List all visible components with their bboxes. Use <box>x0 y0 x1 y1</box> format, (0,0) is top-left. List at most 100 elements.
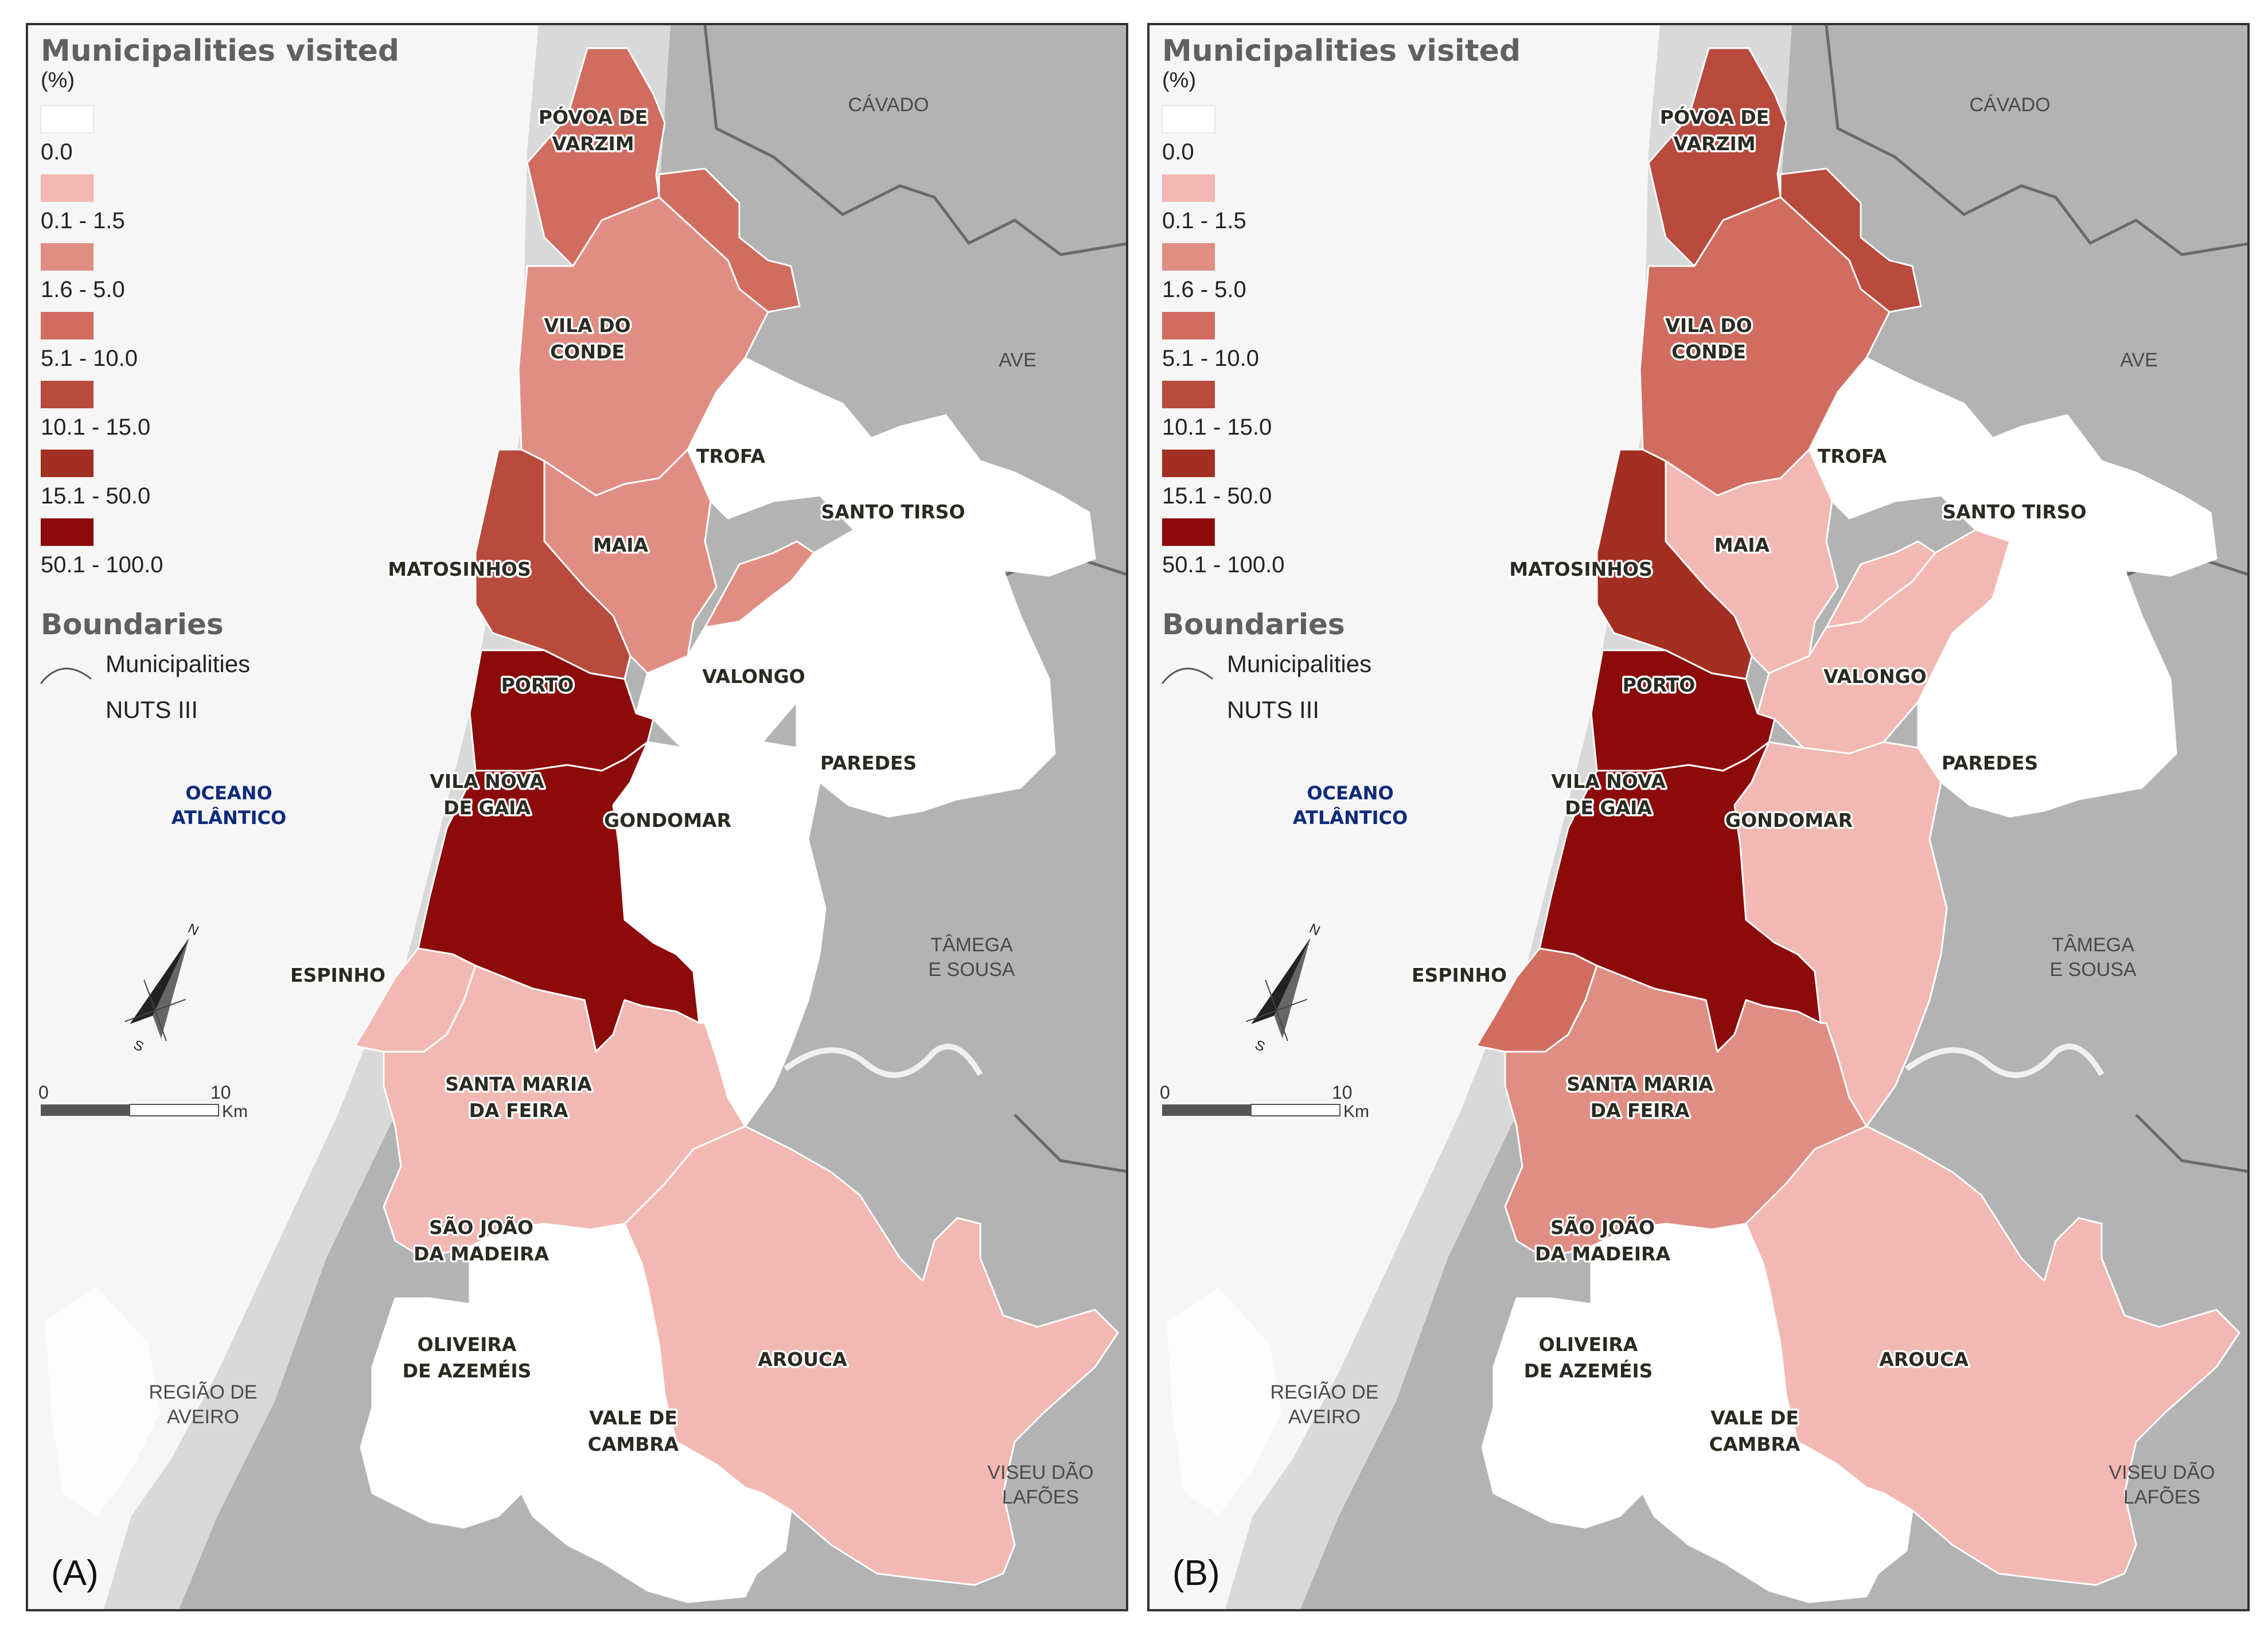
label-sjm-line1: SÃO JOÃO <box>429 1216 533 1239</box>
legend-class-label: 0.1 - 1.5 <box>1162 208 1246 233</box>
nuts-label-cavado: CÁVADO <box>848 94 929 116</box>
region-vale-de-cambra[interactable] <box>520 1286 792 1603</box>
label-povoa-line1: PÓVOA DE <box>539 106 648 128</box>
scale-bar: 0 10 Km <box>38 1082 248 1121</box>
label-oaz-line2: DE AZEMÉIS <box>403 1359 532 1382</box>
legend-title: Municipalities visited <box>1162 34 1521 68</box>
label-porto: PORTO <box>1623 674 1696 696</box>
nuts-label-ave: AVE <box>2120 349 2158 371</box>
label-oaz-line1: OLIVEIRA <box>418 1333 517 1356</box>
legend-class-label: 10.1 - 15.0 <box>41 415 150 440</box>
label-gaia-line2: DE GAIA <box>1565 797 1652 819</box>
label-vale-line2: CAMBRA <box>1709 1433 1801 1455</box>
legend-swatch <box>1162 518 1215 546</box>
aveiro-lagoon <box>45 1287 160 1516</box>
label-vila-conde-line1: VILA DO <box>1665 314 1752 337</box>
legend-swatch <box>41 381 93 408</box>
ocean-area <box>1149 25 1660 1609</box>
nuts-label-aveiro-line2: AVEIRO <box>1288 1406 1361 1428</box>
label-gaia-line1: VILA NOVA <box>1551 770 1666 792</box>
legend-unit: (%) <box>41 68 75 92</box>
boundaries-title: Boundaries <box>1162 608 1345 641</box>
label-povoa-line2: VARZIM <box>1673 132 1755 155</box>
ocean-area <box>28 25 539 1609</box>
label-matosinhos: MATOSINHOS <box>1509 558 1652 580</box>
boundary-municipalities-label: Municipalities <box>1227 650 1371 677</box>
label-gaia-line1: VILA NOVA <box>430 770 544 792</box>
map-panel-b: Municipalities visited (%) 0.0 0.1 - 1.5 1… <box>1147 23 2250 1611</box>
label-arouca: AROUCA <box>758 1348 847 1371</box>
legend-classes: 0.0 0.1 - 1.5 1.6 - 5.0 5.1 - 10.0 10.1 - 15… <box>1162 105 1285 577</box>
nuts-label-viseu-line1: VISEU DÃO <box>2109 1462 2215 1483</box>
label-porto: PORTO <box>501 674 574 696</box>
legend-class-label: 1.6 - 5.0 <box>1162 277 1246 302</box>
nuts-label-aveiro-line1: REGIÃO DE <box>1271 1381 1379 1403</box>
legend-swatch <box>41 312 93 339</box>
scale-ten: 10 <box>1332 1082 1353 1103</box>
legend: Municipalities visited (%) 0.0 0.1 - 1.5 1… <box>1161 34 1521 723</box>
label-matosinhos: MATOSINHOS <box>388 558 531 580</box>
legend-class-label: 5.1 - 10.0 <box>1162 346 1259 371</box>
nuts-boundary <box>703 25 1126 256</box>
legend-classes: 0.0 0.1 - 1.5 1.6 - 5.0 5.1 - 10.0 10.1 - 15… <box>40 105 163 577</box>
ocean-label-line1: OCEANO <box>1307 782 1393 804</box>
label-arouca: AROUCA <box>1879 1348 1969 1371</box>
legend-class-label: 0.0 <box>1162 139 1194 165</box>
boundary-nuts-label: NUTS III <box>1227 696 1319 723</box>
label-vale-line1: VALE DE <box>589 1407 677 1429</box>
nuts-label-aveiro-line2: AVEIRO <box>167 1406 239 1428</box>
legend-class-label: 5.1 - 10.0 <box>41 346 138 371</box>
legend: Municipalities visited (%) 0.0 0.1 - 1.5 1… <box>40 34 399 723</box>
label-maia: MAIA <box>1714 534 1770 556</box>
label-vale-line1: VALE DE <box>1710 1407 1799 1429</box>
label-feira-line1: SANTA MARIA <box>1566 1073 1713 1095</box>
municipalities <box>1475 47 2240 1603</box>
label-trofa: TROFA <box>696 445 766 467</box>
boundary-municipalities-label: Municipalities <box>106 650 250 677</box>
ocean-label-line2: ATLÂNTICO <box>1293 807 1408 829</box>
panel-tag: (A) <box>51 1553 99 1593</box>
label-valongo: VALONGO <box>702 665 805 688</box>
nuts-boundary <box>1825 25 2247 256</box>
scale-unit: Km <box>1343 1102 1369 1121</box>
municipality-boundary-swatch <box>1161 667 1213 684</box>
label-povoa-line2: VARZIM <box>552 132 634 155</box>
nuts-label-viseu-line1: VISEU DÃO <box>987 1462 1093 1483</box>
scale-bar: 0 10 Km <box>1160 1082 1369 1121</box>
label-vila-conde-line2: CONDE <box>550 341 625 363</box>
label-espinho: ESPINHO <box>1412 964 1507 986</box>
panel-tag: (B) <box>1172 1553 1220 1593</box>
label-gondomar: GONDOMAR <box>1725 809 1853 831</box>
municipalities <box>354 47 1119 1603</box>
region-vale-de-cambra[interactable] <box>1642 1286 1914 1603</box>
ocean-label-line1: OCEANO <box>185 782 272 804</box>
label-espinho: ESPINHO <box>290 964 385 986</box>
nuts-label-tamega-line1: TÂMEGA <box>2052 934 2134 956</box>
label-valongo: VALONGO <box>1823 665 1927 688</box>
label-feira-line2: DA FEIRA <box>1591 1099 1690 1122</box>
label-povoa-line1: PÓVOA DE <box>1660 106 1769 128</box>
label-santo-tirso: SANTO TIRSO <box>1943 501 2087 523</box>
label-vila-conde-line1: VILA DO <box>544 314 630 337</box>
nuts-label-tamega-line1: TÂMEGA <box>930 934 1013 956</box>
legend-swatch <box>1162 381 1215 408</box>
legend-swatch <box>1162 450 1215 477</box>
scale-zero: 0 <box>1160 1082 1170 1103</box>
municipality-boundary-swatch <box>40 667 92 684</box>
label-sjm-line2: DA MADEIRA <box>1535 1243 1670 1265</box>
legend-class-label: 15.1 - 50.0 <box>1162 483 1272 509</box>
legend-swatch <box>1162 312 1215 339</box>
label-sjm-line2: DA MADEIRA <box>414 1243 549 1265</box>
boundary-nuts-label: NUTS III <box>106 696 198 723</box>
label-maia: MAIA <box>593 534 649 556</box>
region-matosinhos[interactable] <box>474 448 632 680</box>
nuts-boundary <box>1014 1114 1126 1173</box>
scale-zero: 0 <box>38 1082 49 1103</box>
label-oaz-line2: DE AZEMÉIS <box>1524 1359 1653 1382</box>
nuts-label-ave: AVE <box>999 349 1036 371</box>
municipality-labels: PÓVOA DE VARZIM VILA DO CONDE TROFA SANT… <box>1409 104 2088 1458</box>
region-matosinhos[interactable] <box>1596 448 1753 680</box>
nuts-label-tamega-line2: E SOUSA <box>2049 959 2136 981</box>
douro-river <box>784 1044 983 1078</box>
legend-swatch <box>41 518 93 546</box>
